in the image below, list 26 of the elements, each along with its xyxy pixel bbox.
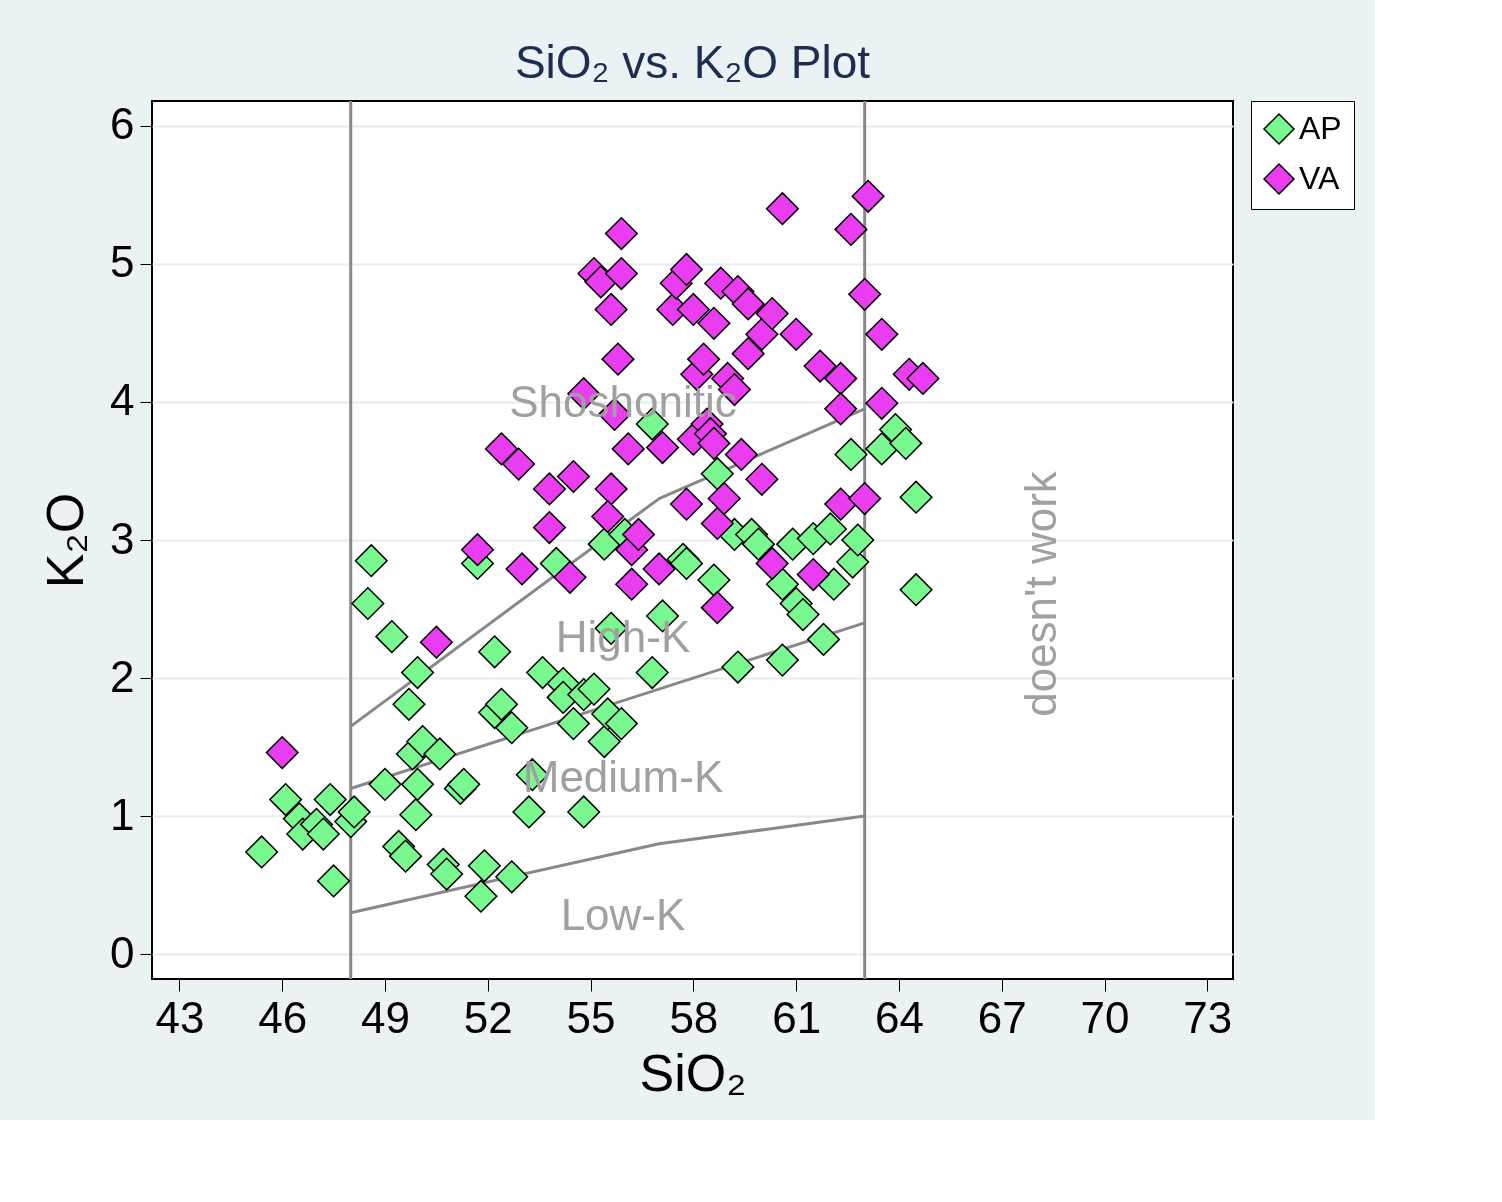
y-axis-title: K₂O — [36, 492, 95, 589]
legend-label: AP — [1299, 110, 1342, 146]
annotation: Low-K — [560, 890, 686, 939]
x-tick-label: 67 — [977, 992, 1027, 1042]
x-tick-label: 58 — [669, 992, 719, 1042]
annotation: High-K — [555, 612, 691, 661]
y-tick-label: 5 — [110, 237, 135, 287]
x-tick-label: 64 — [874, 992, 924, 1042]
chart-title: SiO₂ vs. K₂O Plot — [514, 35, 871, 88]
y-tick-label: 2 — [110, 651, 135, 701]
x-tick-label: 52 — [463, 992, 513, 1042]
y-tick-label: 0 — [110, 927, 135, 977]
x-tick-label: 46 — [258, 992, 308, 1042]
x-tick-label: 43 — [155, 992, 205, 1042]
x-tick-label: 70 — [1080, 992, 1130, 1042]
y-tick-label: 6 — [110, 99, 135, 149]
x-tick-label: 61 — [772, 992, 822, 1042]
y-tick-label: 1 — [110, 789, 135, 839]
x-tick-label: 55 — [566, 992, 616, 1042]
y-tick-label: 4 — [110, 375, 135, 425]
x-tick-label: 49 — [361, 992, 410, 1042]
annotation: doesn't work — [1016, 470, 1065, 717]
legend-label: VA — [1299, 160, 1340, 196]
x-axis-title: SiO₂ — [639, 1043, 747, 1102]
y-tick-label: 3 — [110, 513, 135, 563]
x-tick-label: 73 — [1183, 992, 1233, 1042]
